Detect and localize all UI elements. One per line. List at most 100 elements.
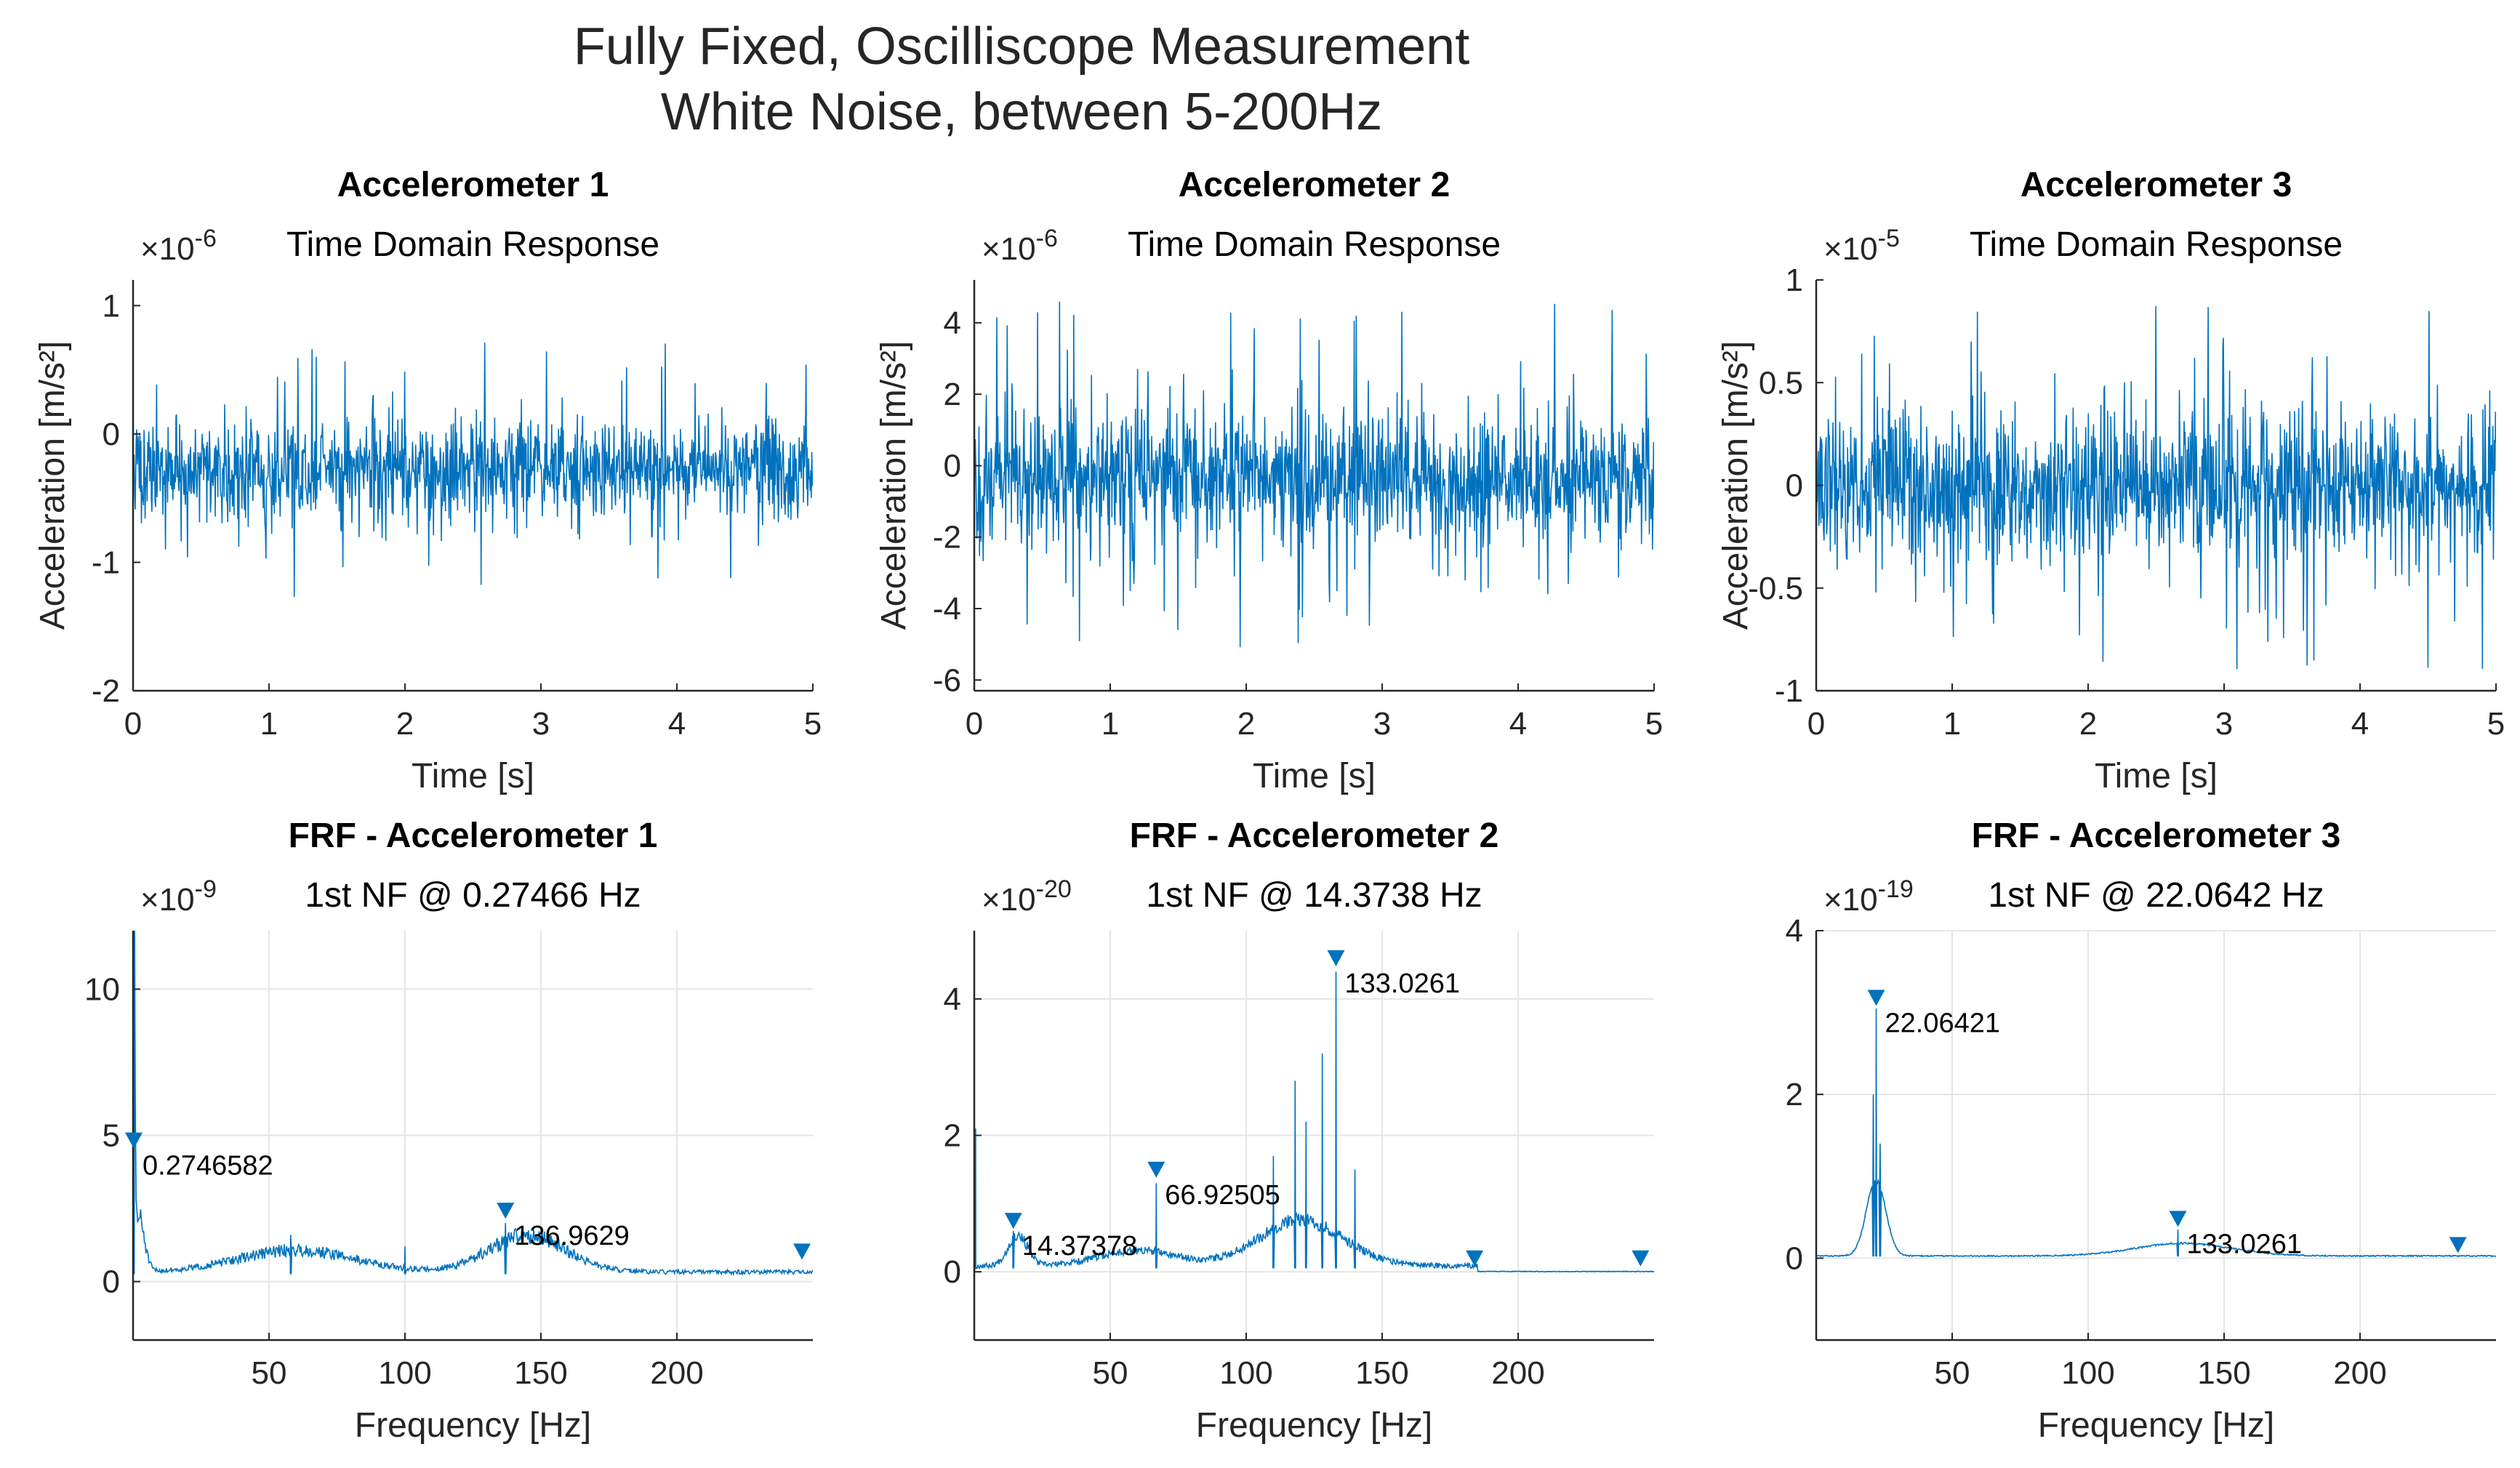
- peak-marker: [2449, 1237, 2467, 1254]
- chart-td1: 0 1 2 3 4 5 -2 -1 0 1 ×10-6 Accelerometer 1 Time Dom…: [33, 166, 822, 795]
- y-tick-label: 0: [944, 1254, 961, 1290]
- x-tick-label: 100: [1219, 1355, 1272, 1391]
- data-series-line: [1816, 305, 2496, 670]
- x-tick-label: 150: [2197, 1355, 2250, 1391]
- chart-subtitle: Time Domain Response: [1128, 225, 1501, 264]
- x-tick-label: 5: [2487, 706, 2505, 742]
- y-tick-label: 0: [1786, 1240, 1803, 1276]
- x-tick-label: 5: [1645, 706, 1663, 742]
- chart-title: FRF - Accelerometer 3: [1972, 817, 2341, 855]
- chart-title: Accelerometer 3: [2021, 166, 2292, 204]
- x-tick-label: 2: [396, 706, 414, 742]
- y-tick-label: 4: [944, 305, 961, 341]
- axis-exponent-label: ×10-9: [140, 875, 217, 918]
- y-tick-label: 1: [1786, 262, 1803, 298]
- y-tick-label: 4: [1786, 913, 1803, 949]
- x-tick-label: 50: [1093, 1355, 1128, 1391]
- x-axis-label: Frequency [Hz]: [355, 1406, 591, 1445]
- chart-subtitle: 1st NF @ 22.0642 Hz: [1988, 876, 2324, 915]
- x-tick-label: 150: [1355, 1355, 1408, 1391]
- x-tick-label: 3: [1373, 706, 1391, 742]
- y-axis-label: Acceleration [m/s²]: [875, 341, 913, 630]
- x-tick-label: 3: [532, 706, 550, 742]
- x-tick-label: 50: [1935, 1355, 1970, 1391]
- chart-td2: 0 1 2 3 4 5 -6 -4 -2 0 2 4 ×10-6 Accelerometer 2 Time …: [875, 166, 1663, 795]
- x-tick-label: 0: [1807, 706, 1825, 742]
- x-tick-label: 2: [2079, 706, 2097, 742]
- x-tick-label: 200: [2333, 1355, 2386, 1391]
- peak-marker-label: 133.0261: [2187, 1229, 2303, 1259]
- chart-title: FRF - Accelerometer 1: [289, 817, 658, 855]
- peak-marker: [1466, 1250, 1484, 1267]
- chart-title: Accelerometer 1: [337, 166, 609, 204]
- peak-marker: [497, 1203, 515, 1219]
- x-tick-label: 1: [1943, 706, 1961, 742]
- y-tick-label: 4: [944, 982, 961, 1017]
- peak-marker-label: 136.9629: [514, 1221, 630, 1251]
- y-tick-label: 0: [944, 448, 961, 484]
- chart-frf3: 50 100 150 200 0 2 4 ×10-19 FRF - Accelerometer …: [1786, 817, 2496, 1445]
- y-tick-label: 10: [84, 971, 120, 1007]
- chart-title: Accelerometer 2: [1179, 166, 1450, 204]
- chart-td3: 0 1 2 3 4 5 -1 -0.5 0 0.5 1 ×10-5 Accelerometer 3 Tim…: [1717, 166, 2505, 795]
- x-tick-label: 50: [252, 1355, 287, 1391]
- x-axis-label: Frequency [Hz]: [2038, 1406, 2274, 1445]
- chart-title: FRF - Accelerometer 2: [1130, 817, 1499, 855]
- y-axis-label: Acceleration [m/s²]: [33, 341, 72, 630]
- chart-frf1: 50 100 150 200 0 5 10 ×10-9 FRF - Accelerometer …: [84, 817, 813, 1445]
- peak-marker: [1327, 950, 1345, 966]
- peak-marker: [793, 1243, 811, 1260]
- peak-marker: [1147, 1161, 1165, 1178]
- x-tick-label: 0: [966, 706, 983, 742]
- data-series-line: [133, 931, 813, 1277]
- chart-subtitle: Time Domain Response: [286, 225, 659, 264]
- figure-title-line2: White Noise, between 5-200Hz: [661, 83, 1383, 141]
- x-tick-label: 100: [378, 1355, 431, 1391]
- axis-exponent-label: ×10-19: [1823, 875, 1914, 918]
- y-tick-label: 2: [944, 1118, 961, 1154]
- data-series-line: [974, 971, 1654, 1273]
- x-tick-label: 4: [668, 706, 686, 742]
- peak-marker: [2169, 1211, 2187, 1227]
- peak-marker-label: 66.92505: [1165, 1180, 1280, 1211]
- chart-frf2: 50 100 150 200 0 2 4 ×10-20 FRF - Accelerometer …: [944, 817, 1654, 1445]
- y-tick-label: -1: [1775, 673, 1803, 709]
- peak-marker: [125, 1132, 143, 1149]
- x-axis-label: Frequency [Hz]: [1196, 1406, 1432, 1445]
- y-tick-label: -4: [933, 591, 961, 627]
- peak-marker: [1867, 990, 1885, 1006]
- peak-marker-label: 0.2746582: [143, 1151, 273, 1182]
- x-tick-label: 1: [260, 706, 278, 742]
- peak-marker-label: 133.0261: [1345, 968, 1461, 999]
- chart-subtitle: 1st NF @ 14.3738 Hz: [1146, 876, 1482, 915]
- y-tick-label: 0.5: [1759, 365, 1803, 401]
- x-axis-label: Time [s]: [412, 757, 534, 795]
- y-axis-label: Acceleration [m/s²]: [1717, 341, 1755, 630]
- data-series-line: [1816, 1008, 2496, 1258]
- axis-exponent-label: ×10-6: [140, 225, 217, 267]
- x-tick-label: 3: [2215, 706, 2233, 742]
- y-tick-label: 0: [103, 417, 120, 452]
- x-tick-label: 200: [650, 1355, 703, 1391]
- x-axis-label: Time [s]: [1253, 757, 1376, 795]
- axis-exponent-label: ×10-6: [982, 225, 1058, 267]
- peak-marker-label: 14.37378: [1022, 1231, 1138, 1262]
- peak-marker-label: 22.06421: [1885, 1008, 2001, 1038]
- x-tick-label: 4: [2351, 706, 2369, 742]
- data-series-line: [974, 301, 1654, 648]
- y-tick-label: 2: [1786, 1077, 1803, 1112]
- axis-exponent-label: ×10-20: [982, 875, 1072, 918]
- y-tick-label: -1: [92, 545, 120, 580]
- figure-title-line1: Fully Fixed, Oscilliscope Measurement: [574, 17, 1469, 76]
- chart-subtitle: 1st NF @ 0.27466 Hz: [305, 876, 641, 915]
- axis-exponent-label: ×10-5: [1823, 225, 1900, 267]
- y-tick-label: 0: [1786, 468, 1803, 504]
- x-tick-label: 2: [1237, 706, 1255, 742]
- x-tick-label: 5: [804, 706, 822, 742]
- y-tick-label: -2: [92, 673, 120, 709]
- x-tick-label: 100: [2061, 1355, 2114, 1391]
- x-tick-label: 150: [514, 1355, 567, 1391]
- peak-marker: [1004, 1213, 1022, 1230]
